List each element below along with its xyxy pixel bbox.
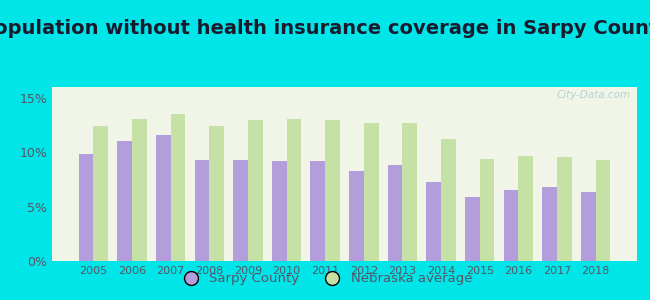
Bar — [287, 118, 301, 261]
Bar — [325, 120, 340, 261]
Bar — [519, 155, 533, 261]
Bar — [402, 123, 417, 261]
Bar — [557, 157, 572, 261]
Bar — [388, 165, 402, 261]
Bar — [542, 187, 557, 261]
Bar — [170, 114, 185, 261]
Bar — [349, 171, 364, 261]
Bar — [311, 161, 325, 261]
Text: Population without health insurance coverage in Sarpy County: Population without health insurance cove… — [0, 20, 650, 38]
Bar — [248, 120, 263, 261]
Bar — [233, 160, 248, 261]
Bar — [581, 193, 595, 261]
Bar — [595, 160, 610, 261]
Text: City-Data.com: City-Data.com — [557, 91, 631, 100]
Bar — [94, 126, 108, 261]
Bar — [441, 139, 456, 261]
Bar — [79, 154, 94, 261]
Bar — [132, 118, 147, 261]
Bar — [504, 190, 519, 261]
Bar — [364, 123, 378, 261]
Bar — [194, 160, 209, 261]
Legend: Sarpy County, Nebraska average: Sarpy County, Nebraska average — [172, 267, 478, 290]
Bar — [480, 159, 495, 261]
Bar — [272, 161, 287, 261]
Bar — [465, 197, 480, 261]
Bar — [117, 141, 132, 261]
Bar — [209, 126, 224, 261]
Bar — [426, 182, 441, 261]
Bar — [156, 135, 170, 261]
